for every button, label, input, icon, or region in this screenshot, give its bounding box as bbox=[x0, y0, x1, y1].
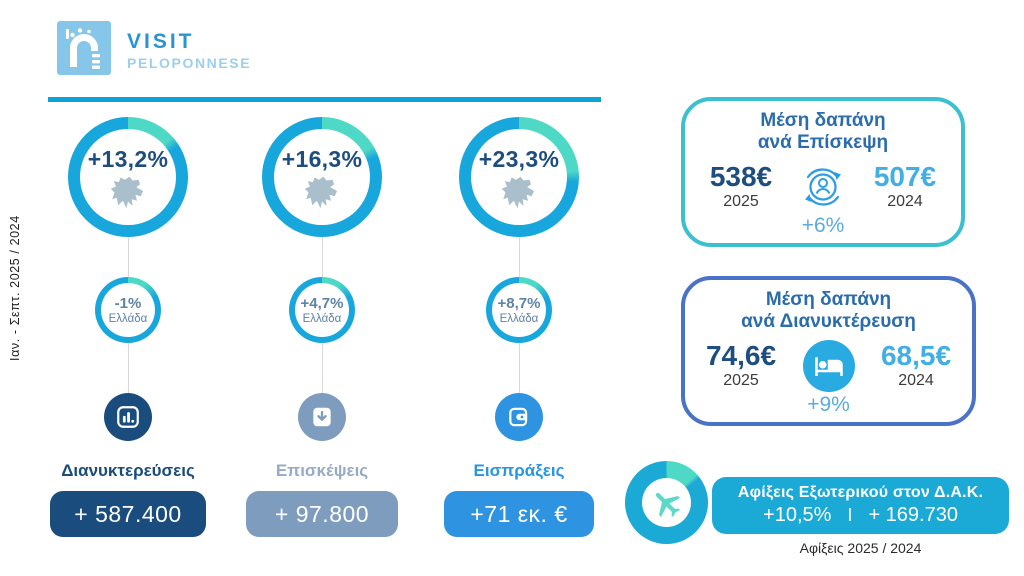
arrivals-caption: Αφίξεις 2025 / 2024 bbox=[799, 540, 922, 556]
person-cycle-icon bbox=[805, 168, 841, 206]
inbox-arrow-icon bbox=[298, 393, 346, 441]
connector-line bbox=[127, 237, 129, 277]
column-overnight-stays: +13,2% -1% Ελλάδα Διανυκτερεύσεις + 587.… bbox=[38, 117, 218, 537]
airplane-icon bbox=[655, 492, 680, 517]
mini-circle-greece-receipts: +8,7% Ελλάδα bbox=[486, 277, 552, 343]
arrivals-separator: Ι bbox=[847, 505, 853, 525]
mini-circle-greece-overnights: -1% Ελλάδα bbox=[95, 277, 161, 343]
connector-line bbox=[321, 343, 323, 393]
donut-chart-receipts: +23,3% bbox=[459, 117, 579, 237]
column-receipts: +23,3% +8,7% Ελλάδα Εισπράξεις +71 εκ. € bbox=[429, 117, 609, 537]
connector-line bbox=[127, 343, 129, 393]
year-2024: 2024 bbox=[898, 372, 934, 390]
greece-pct: +4,7% bbox=[300, 295, 344, 312]
overnights-pct: +13,2% bbox=[87, 145, 169, 172]
spend-2025-value: 74,6€ bbox=[705, 339, 777, 371]
visits-title: Επισκέψεις bbox=[275, 461, 369, 480]
arch-logo-icon bbox=[57, 21, 111, 75]
bed-icon bbox=[802, 339, 855, 392]
avg-spend-per-visit-card: Μέση δαπάνη ανά Επίσκεψη 538€ 2025 bbox=[681, 97, 965, 247]
header-divider bbox=[48, 97, 601, 102]
spend-2024-value: 507€ bbox=[873, 160, 937, 192]
visits-value-badge: + 97.800 bbox=[246, 491, 398, 537]
peloponnese-map-icon bbox=[304, 176, 337, 208]
donut-chart-visits: +16,3% bbox=[262, 117, 382, 237]
period-label: Ιαν. - Σεπτ. 2025 / 2024 bbox=[8, 215, 22, 361]
spend-change-pct: +6% bbox=[801, 213, 845, 237]
card-title-line1: Μέση δαπάνη bbox=[760, 110, 886, 131]
overnights-value-badge: + 587.400 bbox=[50, 491, 206, 537]
receipts-title: Εισπράξεις bbox=[473, 461, 565, 480]
greece-label: Ελλάδα bbox=[108, 313, 148, 325]
arrivals-card: Αφίξεις Εξωτερικού στον Δ.Α.Κ. +10,5% Ι … bbox=[712, 477, 1009, 534]
brand-line2: PELOPONNESE bbox=[127, 55, 252, 71]
spend-2024-value: 68,5€ bbox=[880, 339, 952, 371]
peloponnese-map-icon bbox=[110, 176, 143, 208]
donut-chart-overnights: +13,2% bbox=[68, 117, 188, 237]
connector-line bbox=[518, 237, 520, 277]
visits-pct: +16,3% bbox=[281, 145, 363, 172]
arrivals-title: Αφίξεις Εξωτερικού στον Δ.Α.Κ. bbox=[737, 484, 984, 501]
connector-line bbox=[321, 237, 323, 277]
spend-2025-value: 538€ bbox=[709, 160, 773, 192]
bar-chart-icon bbox=[104, 393, 152, 441]
card-title-line2: ανά Διανυκτέρευση bbox=[741, 310, 916, 332]
avg-spend-per-overnight-card: Μέση δαπάνη ανά Διανυκτέρευση 74,6€ 2025… bbox=[681, 276, 976, 426]
arrivals-pct: +10,5% bbox=[763, 504, 832, 526]
visit-peloponnese-logo bbox=[57, 21, 111, 75]
greece-label: Ελλάδα bbox=[499, 313, 539, 325]
peloponnese-map-icon bbox=[501, 176, 534, 208]
receipts-pct: +23,3% bbox=[478, 145, 560, 172]
arrivals-value: + 169.730 bbox=[868, 504, 958, 526]
greece-label: Ελλάδα bbox=[302, 313, 342, 325]
greece-pct: -1% bbox=[114, 295, 142, 312]
receipts-value-badge: +71 εκ. € bbox=[444, 491, 594, 537]
connector-line bbox=[518, 343, 520, 393]
overnights-title: Διανυκτερεύσεις bbox=[61, 461, 195, 480]
brand-wordmark: VISIT PELOPONNESE bbox=[127, 31, 251, 70]
mini-circle-greece-visits: +4,7% Ελλάδα bbox=[289, 277, 355, 343]
brand-line1: VISIT bbox=[127, 30, 195, 53]
year-2025: 2025 bbox=[723, 193, 759, 211]
spend-change-pct: +9% bbox=[807, 392, 850, 416]
year-2025: 2025 bbox=[723, 372, 759, 390]
arrivals-donut bbox=[625, 461, 708, 544]
column-visits: +16,3% +4,7% Ελλάδα Επισκέψεις + 97.800 bbox=[232, 117, 412, 537]
wallet-icon bbox=[495, 393, 543, 441]
card-title-line2: ανά Επίσκεψη bbox=[757, 131, 889, 153]
year-2024: 2024 bbox=[887, 193, 923, 211]
card-title-line1: Μέση δαπάνη bbox=[765, 289, 892, 310]
greece-pct: +8,7% bbox=[497, 295, 541, 312]
